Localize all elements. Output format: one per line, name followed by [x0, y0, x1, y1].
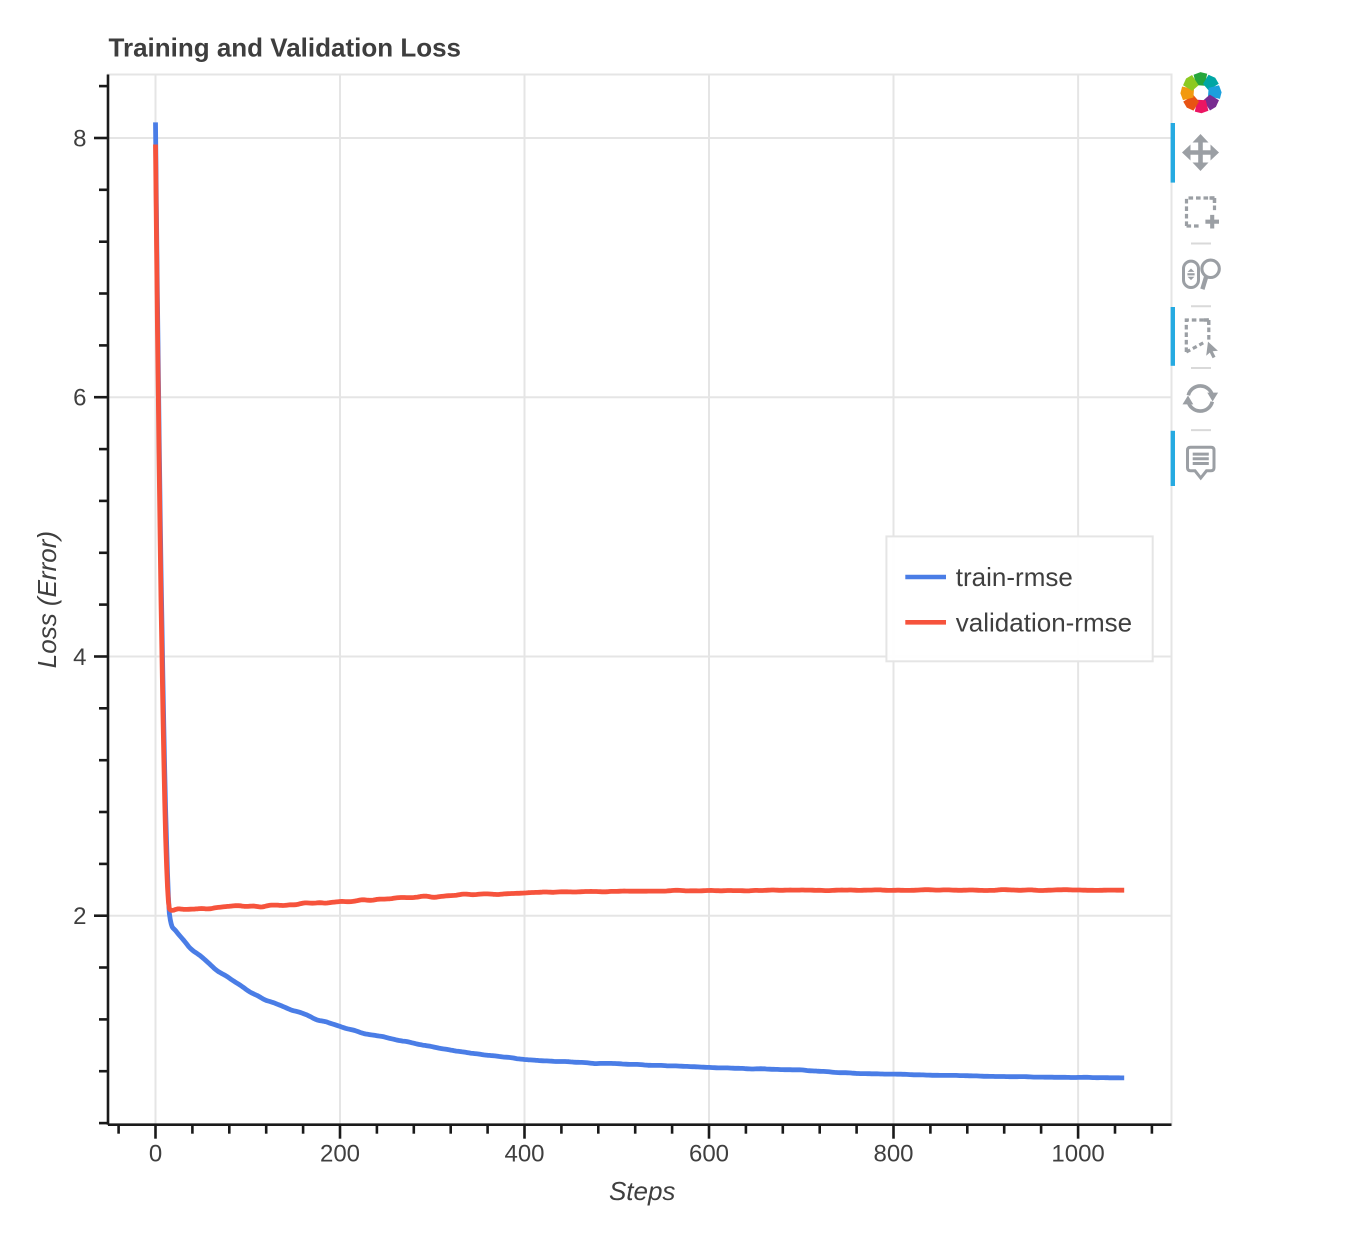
svg-text:600: 600 [689, 1141, 729, 1168]
svg-text:8: 8 [73, 126, 86, 153]
svg-text:train-rmse: train-rmse [956, 562, 1073, 592]
svg-text:Steps: Steps [609, 1176, 676, 1206]
svg-text:validation-rmse: validation-rmse [956, 607, 1132, 637]
svg-text:200: 200 [320, 1141, 360, 1168]
svg-text:1000: 1000 [1051, 1141, 1104, 1168]
svg-text:Training and Validation Loss: Training and Validation Loss [109, 33, 462, 63]
svg-text:6: 6 [73, 385, 86, 412]
svg-text:0: 0 [149, 1141, 162, 1168]
svg-text:400: 400 [504, 1141, 544, 1168]
svg-text:2: 2 [73, 903, 86, 930]
svg-text:Loss (Error): Loss (Error) [32, 531, 62, 668]
svg-text:800: 800 [873, 1141, 913, 1168]
svg-text:4: 4 [73, 644, 86, 671]
